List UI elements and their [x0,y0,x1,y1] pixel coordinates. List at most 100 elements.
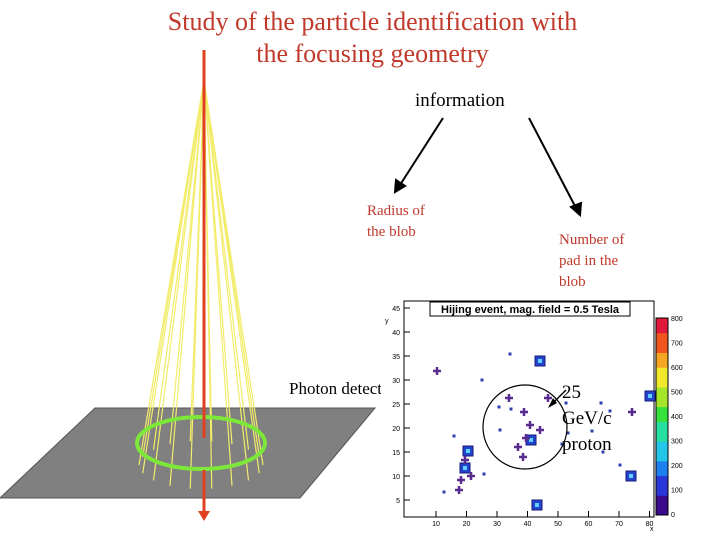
hit-pad-plus [519,453,527,461]
colorbar-cell [656,406,668,413]
colorbar-cell [656,337,668,344]
hit-pad-plus [536,426,544,434]
colorbar-cell [656,372,668,378]
hit-pad-plus [526,421,534,429]
title-line-2: the focusing geometry [256,39,489,68]
hit-pad-dot [560,442,564,446]
hit-pad-dot [618,463,622,467]
colorbar-cell [656,367,668,373]
colorbar-tick-label: 0 [671,512,675,519]
x-axis-ticks: 10 20 30 40 50 60 70 80 [432,511,653,528]
arrow-to-proton-head [548,398,557,408]
colorbar-cell [656,391,668,398]
y-tick-label: 30 [392,378,400,385]
cone-line [152,79,205,450]
y-tick-label: 45 [392,306,400,313]
colorbar-cell [656,475,668,482]
hit-pad-plus [461,456,469,464]
hit-pad-dot [564,401,568,405]
cone-line [142,79,205,457]
colorbar-cell [656,396,668,403]
information-label: information [415,90,505,111]
cone-line [189,79,205,442]
colorbar-cell [656,357,668,363]
cherenkov-ring [135,415,267,471]
hit-pad-dot [590,429,594,433]
hit-pad-core [629,474,633,478]
colorbar-cell [656,450,668,457]
y-axis-ticks: 5 10 15 20 25 30 35 40 45 [392,306,410,505]
hit-pad-core [535,503,539,507]
colorbar-cell [656,421,668,427]
proton-label-line-3: proton [562,434,612,455]
hit-pad-dot [608,409,612,413]
colorbar-cell [656,460,668,467]
x-tick-label: 80 [646,521,654,528]
colorbar-cell [656,500,668,506]
colorbar-tick-label: 200 [671,463,683,470]
colorbar-cell [656,480,668,486]
cone-line [203,79,260,457]
y-axis-label: y [385,318,389,325]
cone-line [203,79,250,450]
y-tick-label: 25 [392,402,400,409]
colorbar-cell [656,382,668,388]
hit-pad-plus [514,443,522,451]
colorbar-cell [656,386,668,393]
colorbar-cell [656,431,668,437]
y-tick-label: 5 [396,498,400,505]
arrow-to-radius [393,117,444,194]
x-axis-label: x [650,526,654,533]
colorbar-tick-label: 300 [671,439,683,446]
hit-pad-plus [544,394,552,402]
hit-pad-dot [601,450,605,454]
proton-label-line-1: 25 [562,382,581,403]
npad-label-line-3: blob [559,274,586,290]
colorbar-frame [655,317,669,516]
colorbar-ticks: 0 100 200 300 400 500 600 700 800 [671,316,683,519]
x-tick-label: 70 [615,521,623,528]
y-tick-label: 20 [392,426,400,433]
photon-detector-plane [0,407,377,499]
hit-pad-plus [455,486,463,494]
hit-pad-plus [522,434,530,442]
title-line-1: Study of the particle identification wit… [167,7,578,36]
colorbar-cell [656,465,668,472]
hit-pad-plus [505,394,513,402]
proton-label: 25 GeV/c proton [562,380,612,458]
colorbar-cell [656,470,668,477]
hit-pad-core [466,449,470,453]
colorbar-cell [656,490,668,496]
x-tick-label: 50 [554,521,562,528]
cone-line [203,79,233,445]
hit-pad-dot [498,428,502,432]
hit-pad-dot [452,434,456,438]
x-tick-label: 40 [524,521,532,528]
hit-pad-plus [628,408,636,416]
x-tick-label: 30 [493,521,501,528]
hit-pad-dot [497,405,501,409]
hit-pad-dot [599,401,603,405]
cone-line [169,79,205,445]
colorbar-tick-label: 700 [671,341,683,348]
colorbar-cell [656,352,668,358]
y-tick-label: 10 [392,474,400,481]
hit-pad-plus [520,408,528,416]
colorbar-cell [656,455,668,462]
hit-pad-dot [480,378,484,382]
y-tick-label: 15 [392,450,400,457]
hit-pad-dot [508,352,512,356]
colorbar-cell [656,362,668,368]
radius-label-line-2: the blob [367,224,416,240]
colorbar-cell [656,411,668,417]
cone-line [152,79,205,481]
colorbar-cell [656,416,668,422]
colorbar-cell [656,426,668,432]
npad-label: Number of pad in the blob [559,230,624,293]
x-tick-label: 60 [585,521,593,528]
colorbar-cell [656,347,668,353]
colorbar-cell [656,446,668,452]
radius-label-line-1: Radius of [367,203,425,219]
colorbar-cell [656,332,668,339]
